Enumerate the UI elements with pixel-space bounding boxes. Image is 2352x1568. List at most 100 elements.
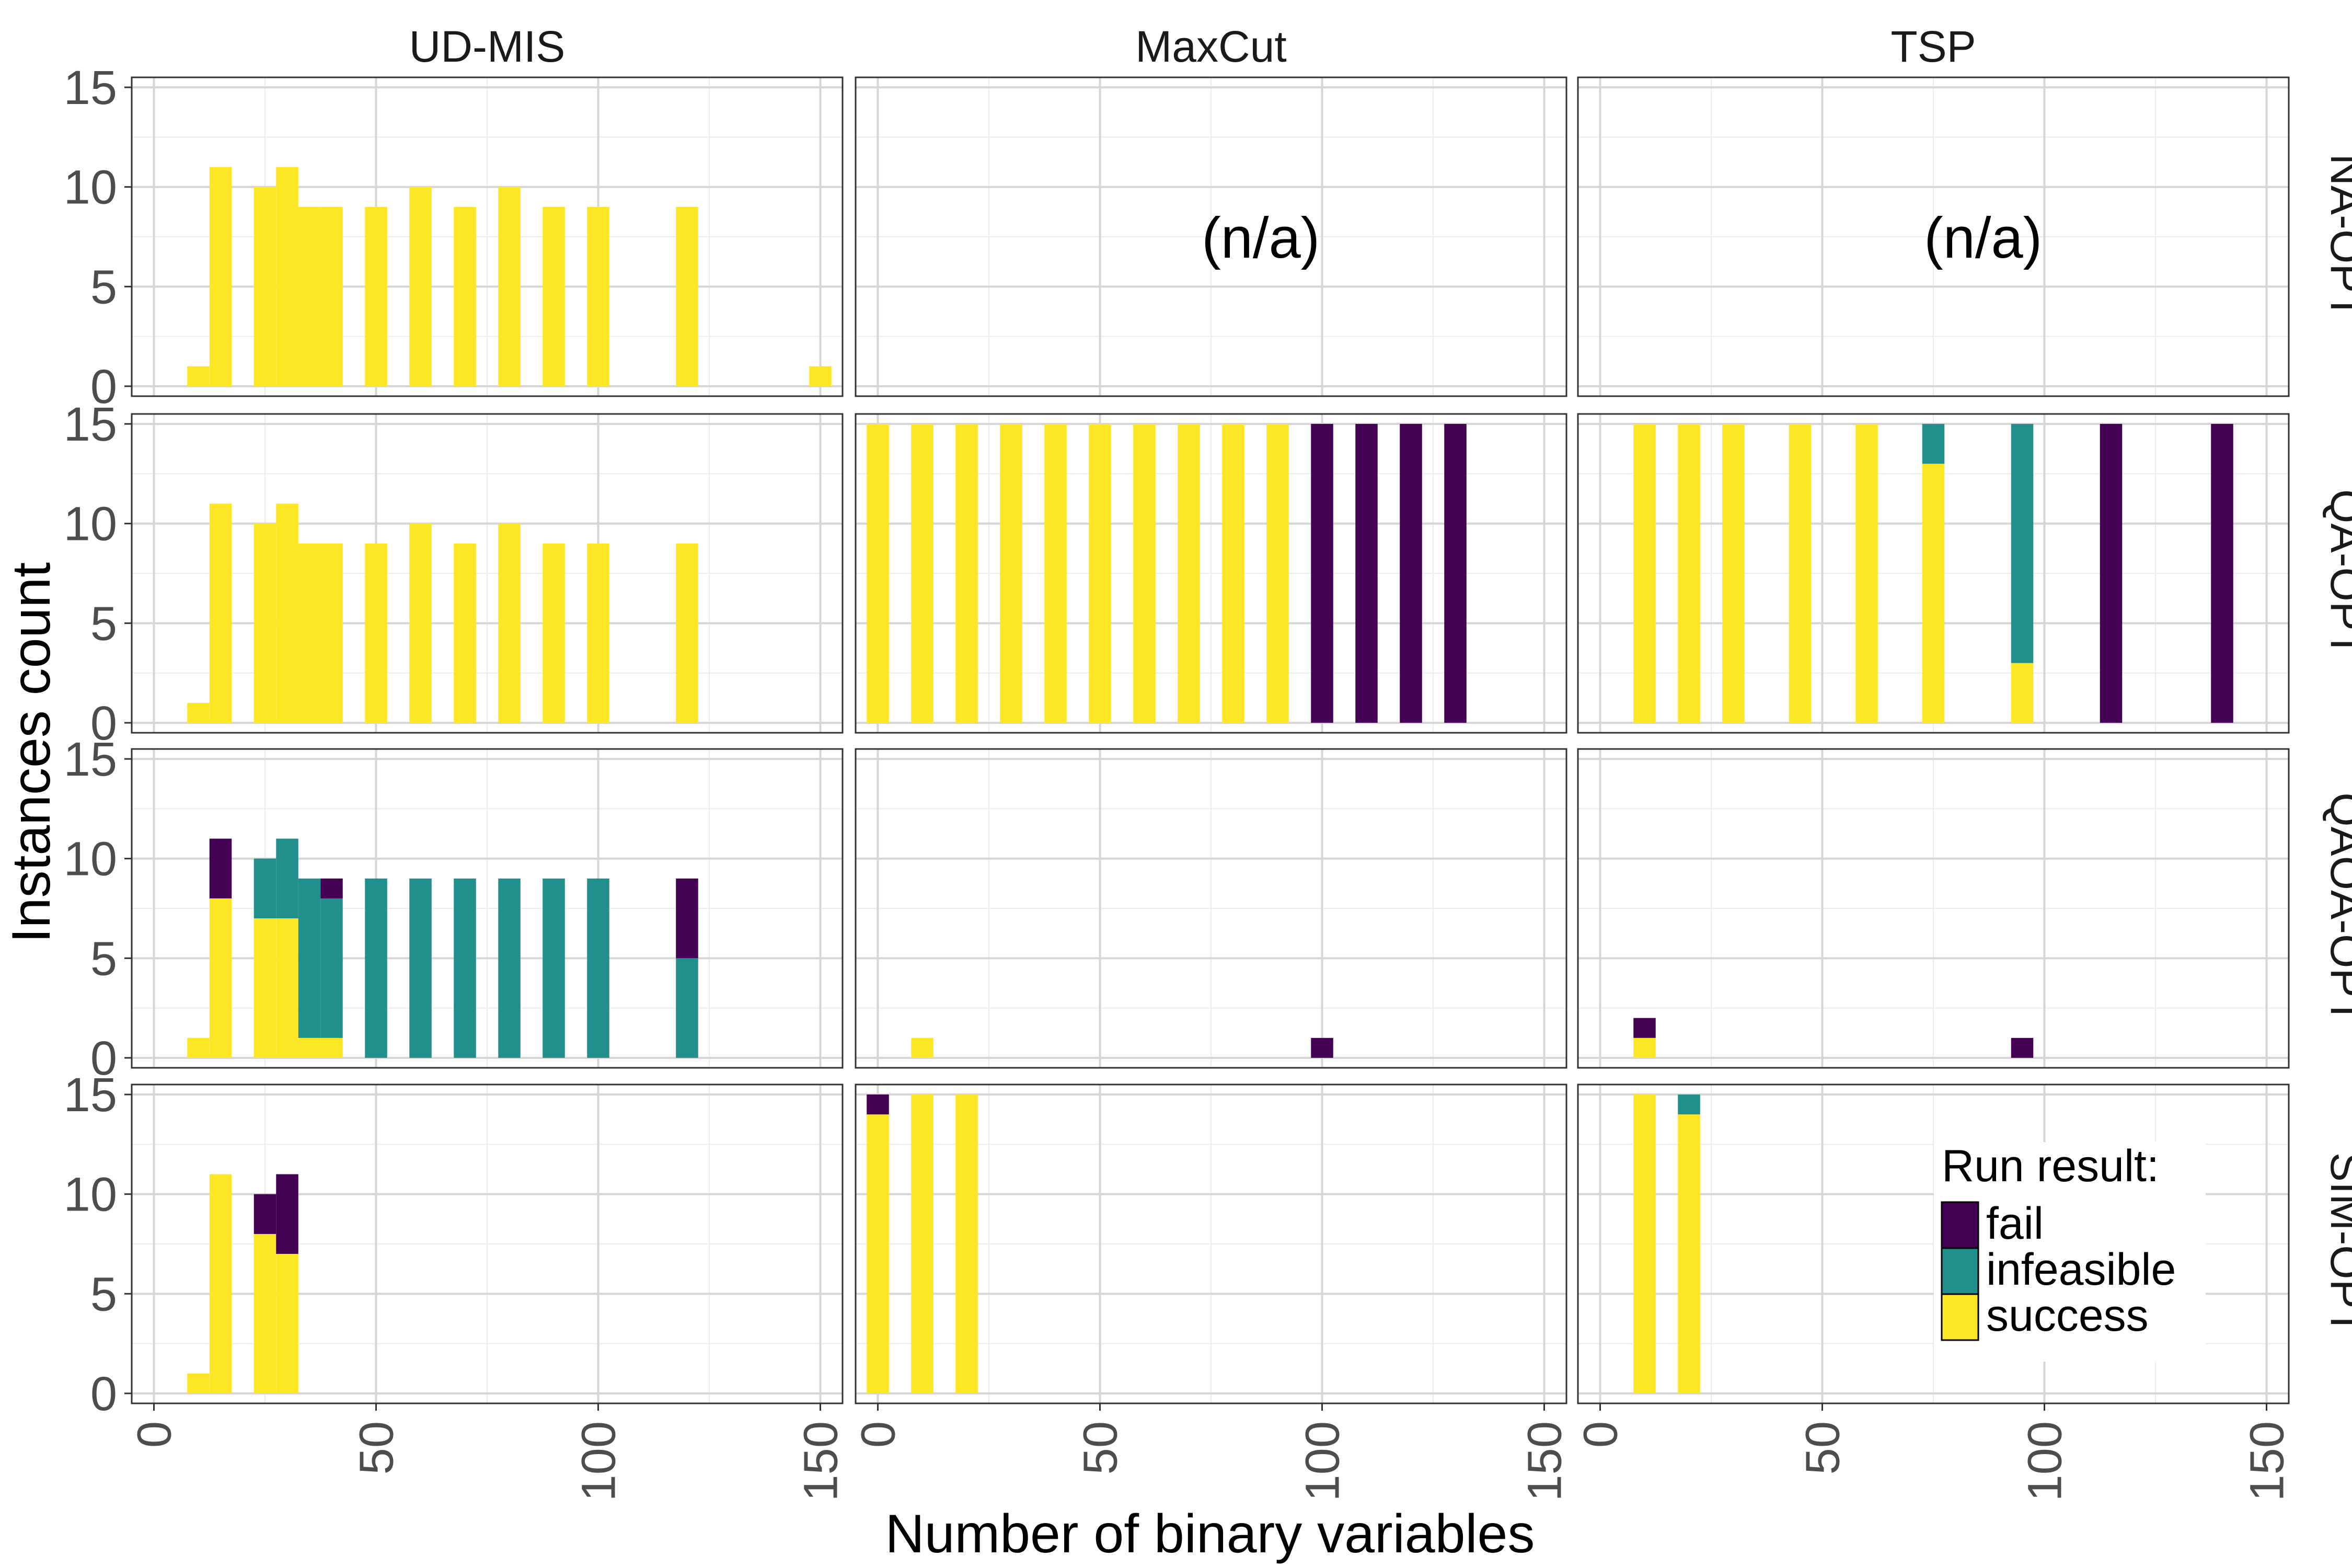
column-strip-label: UD-MIS [409, 22, 566, 71]
column-strip-label: MaxCut [1135, 22, 1286, 71]
bar-success [498, 187, 521, 386]
panel-qa-opt-maxcut [855, 413, 1567, 734]
bar-success [1633, 424, 1656, 723]
y-tick-label: 5 [90, 260, 117, 314]
bar-success [1722, 424, 1745, 723]
bar-infeasible [454, 878, 476, 1058]
bar-infeasible [1922, 424, 1945, 464]
bar-success [1266, 424, 1289, 723]
panel-border [855, 76, 1567, 397]
panel-qa-opt-ud-mis [131, 413, 844, 734]
bar-success [911, 1037, 933, 1058]
bar-success [209, 167, 232, 386]
bar-fail [1444, 424, 1467, 723]
panel-border [1577, 748, 2290, 1069]
legend-label-fail: fail [1986, 1198, 2044, 1249]
panel-border [131, 748, 844, 1069]
panel-border [855, 413, 1567, 734]
bar-infeasible [298, 878, 321, 1038]
legend-key-fail [1941, 1201, 1979, 1249]
bar-infeasible [498, 878, 521, 1058]
bar-infeasible [543, 878, 565, 1058]
bar-success [867, 1114, 889, 1393]
x-tick-label: 150 [2241, 1421, 2294, 1502]
bar-success [1789, 424, 1812, 723]
row-strip-label: QA-OPT [2322, 489, 2352, 658]
bar-infeasible [320, 898, 343, 1038]
bar-success [320, 206, 343, 386]
legend-key-success [1941, 1293, 1979, 1341]
bar-success [298, 543, 321, 723]
y-tick-label: 10 [64, 498, 117, 551]
bar-infeasible [253, 858, 276, 919]
bar-success [2011, 663, 2034, 723]
y-tick-label: 10 [64, 161, 117, 214]
bar-success [276, 503, 298, 723]
panel-qaoa-opt-ud-mis [131, 748, 844, 1069]
bar-success [955, 1094, 978, 1393]
bar-success [253, 1233, 276, 1393]
bar-infeasible [276, 838, 298, 919]
bar-success [253, 523, 276, 723]
bar-success [1922, 464, 1945, 723]
row-strip-label: QAOA-OPT [2322, 792, 2352, 1024]
row-strip-label: NA-OPT [2322, 154, 2352, 319]
y-tick-label: 0 [90, 360, 117, 413]
y-tick-label: 15 [64, 733, 117, 786]
not-available-label: (n/a) [1202, 206, 1320, 270]
bar-infeasible [1678, 1094, 1700, 1115]
legend-background [1934, 1142, 2206, 1362]
bar-success [187, 702, 210, 723]
legend-label-infeasible: infeasible [1986, 1244, 2176, 1295]
column-strip-label: TSP [1890, 22, 1976, 71]
bar-success [911, 424, 933, 723]
panel-border [1577, 413, 2290, 734]
y-tick-label: 5 [90, 597, 117, 650]
bar-success [276, 1254, 298, 1393]
y-tick-label: 10 [64, 833, 117, 886]
bar-success [543, 543, 565, 723]
bar-success [587, 543, 609, 723]
bar-fail [867, 1094, 889, 1115]
y-tick-label: 5 [90, 932, 117, 985]
x-tick-label: 50 [1796, 1421, 1850, 1474]
legend-key-infeasible [1941, 1247, 1979, 1295]
bar-success [187, 366, 210, 386]
bar-success [209, 503, 232, 723]
bar-success [1044, 424, 1067, 723]
bar-infeasible [2011, 424, 2034, 663]
x-tick-label: 100 [1296, 1421, 1350, 1502]
panel-na-opt-tsp: (n/a) [1577, 76, 2290, 397]
bar-success [409, 523, 432, 723]
bar-success [1633, 1094, 1656, 1393]
bar-success [1222, 424, 1244, 723]
panel-border [131, 76, 844, 397]
bar-success [676, 206, 698, 386]
bar-success [187, 1373, 210, 1393]
x-tick-label: 0 [128, 1421, 181, 1448]
bar-success [365, 206, 387, 386]
bar-success [1678, 1114, 1700, 1393]
bar-success [1678, 424, 1700, 723]
bar-fail [276, 1174, 298, 1254]
bar-success [1633, 1037, 1656, 1058]
x-tick-label: 150 [1518, 1421, 1572, 1502]
bar-infeasible [676, 958, 698, 1058]
panel-sim-opt-ud-mis [131, 1083, 844, 1404]
bar-infeasible [365, 878, 387, 1058]
legend-label-success: success [1986, 1290, 2149, 1341]
x-tick-label: 100 [2019, 1421, 2072, 1502]
bar-success [253, 918, 276, 1058]
y-tick-label: 0 [90, 1032, 117, 1085]
y-tick-label: 0 [90, 1367, 117, 1421]
bar-success [276, 918, 298, 1058]
panel-na-opt-ud-mis [131, 76, 844, 397]
bar-fail [2100, 424, 2123, 723]
bar-success [209, 898, 232, 1058]
bar-infeasible [409, 878, 432, 1058]
bar-success [253, 187, 276, 386]
bar-success [676, 543, 698, 723]
